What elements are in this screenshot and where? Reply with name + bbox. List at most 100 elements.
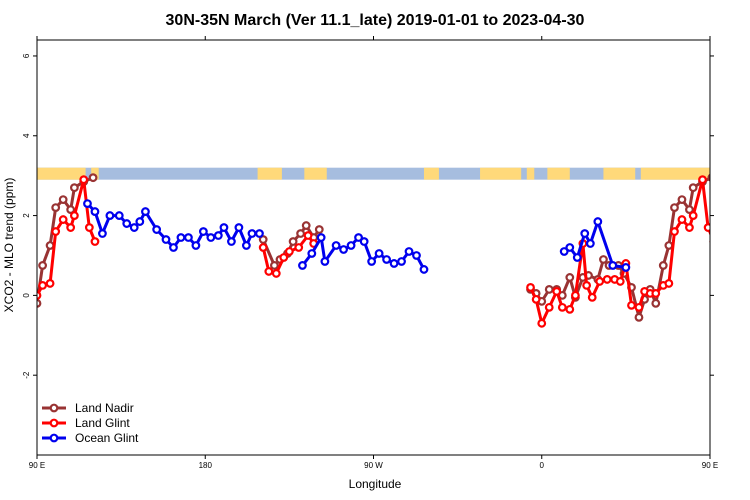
data-point	[66, 205, 76, 214]
data-point	[703, 223, 710, 232]
data-point	[677, 215, 687, 224]
legend-label: Land Glint	[75, 416, 130, 430]
y-tick-label: 2	[22, 213, 31, 218]
data-point	[38, 261, 48, 270]
data-point	[544, 284, 554, 294]
data-point	[98, 229, 107, 238]
series-land-glint	[37, 175, 710, 328]
data-point	[114, 211, 124, 220]
data-point	[685, 205, 694, 214]
x-axis-label: Longitude	[349, 477, 402, 491]
data-point	[615, 277, 625, 286]
legend-entry: Land Nadir	[42, 401, 134, 415]
axes: 90 E 180 90 W 0 90 E -2 0 2 4 6	[22, 36, 718, 470]
data-point	[688, 211, 698, 220]
data-point	[288, 237, 298, 246]
x-tick-label: 90 E	[702, 461, 718, 470]
data-point	[314, 225, 324, 234]
data-point	[565, 273, 575, 282]
data-point	[271, 269, 281, 278]
data-point	[404, 247, 414, 256]
data-point	[664, 279, 674, 288]
data-point	[255, 229, 264, 238]
data-point	[585, 239, 595, 248]
data-point	[258, 235, 268, 244]
data-point	[90, 207, 100, 216]
data-point	[51, 227, 61, 236]
data-point	[90, 237, 100, 246]
x-tick-label: 90 E	[29, 461, 45, 470]
data-point	[141, 207, 150, 216]
data-point	[602, 275, 612, 284]
y-tick-label: -2	[22, 371, 31, 379]
data-point	[698, 175, 707, 185]
data-point	[559, 247, 569, 256]
data-point	[45, 279, 55, 288]
data-point	[677, 195, 687, 205]
data-point	[270, 261, 279, 270]
series-layer	[37, 173, 742, 328]
data-point	[354, 233, 363, 242]
data-point	[320, 257, 330, 266]
x-tick-label: 0	[540, 461, 545, 470]
data-point	[389, 259, 399, 268]
land-segment	[547, 167, 570, 180]
land-segment	[37, 167, 86, 180]
data-point	[129, 223, 139, 232]
data-point	[331, 241, 341, 250]
data-point	[241, 241, 251, 250]
y-tick-label: 4	[22, 133, 31, 138]
data-point	[45, 241, 55, 250]
data-point	[557, 302, 567, 312]
land-segment	[91, 167, 99, 180]
data-point	[84, 223, 94, 232]
data-point	[688, 183, 698, 193]
series-ocean-glint	[83, 199, 742, 274]
data-point	[161, 235, 171, 244]
data-point	[599, 255, 608, 264]
data-point	[720, 208, 727, 215]
land-segment	[304, 167, 327, 180]
data-point	[531, 294, 541, 304]
land-segment	[423, 167, 439, 180]
land-ocean-mask	[37, 167, 710, 180]
land-segment	[526, 167, 535, 180]
data-point	[339, 245, 348, 254]
data-point	[79, 175, 89, 185]
data-point	[709, 239, 710, 244]
series-line	[563, 220, 627, 269]
data-point	[219, 223, 229, 232]
data-point	[38, 281, 48, 290]
land-segment	[480, 167, 522, 180]
data-point	[301, 221, 311, 230]
series-line	[529, 178, 710, 325]
data-point	[105, 211, 115, 220]
legend-label: Land Nadir	[75, 401, 134, 415]
plot-frame	[36, 39, 711, 456]
data-point	[258, 243, 268, 252]
y-axis-label: XCO2 - MLO trend (ppm)	[2, 178, 16, 313]
data-point	[565, 243, 575, 252]
chart-title: 30N-35N March (Ver 11.1_late) 2019-01-01…	[166, 12, 585, 29]
data-point	[88, 173, 98, 183]
data-point	[397, 257, 406, 266]
data-point	[227, 237, 236, 246]
land-segment	[603, 167, 636, 180]
data-point	[664, 241, 674, 250]
data-point	[412, 251, 421, 260]
data-point	[634, 312, 644, 322]
data-point	[58, 195, 68, 205]
data-point	[582, 281, 592, 290]
data-point	[264, 267, 274, 276]
data-point	[279, 253, 289, 262]
data-point	[537, 318, 547, 328]
ocean-band	[37, 167, 710, 180]
data-point	[206, 233, 216, 242]
data-point	[51, 203, 61, 212]
x-tick-label: 180	[199, 461, 213, 470]
data-point	[83, 199, 92, 209]
data-point	[69, 211, 79, 220]
data-point	[735, 212, 742, 219]
y-tick-label: 6	[22, 53, 31, 58]
